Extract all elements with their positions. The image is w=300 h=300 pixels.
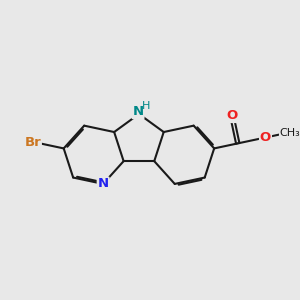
Text: O: O — [260, 131, 271, 144]
Text: N: N — [98, 177, 109, 190]
Text: Br: Br — [24, 136, 41, 149]
Text: H: H — [142, 100, 150, 110]
Text: CH₃: CH₃ — [280, 128, 300, 138]
Text: N: N — [133, 105, 144, 118]
Text: O: O — [226, 109, 238, 122]
